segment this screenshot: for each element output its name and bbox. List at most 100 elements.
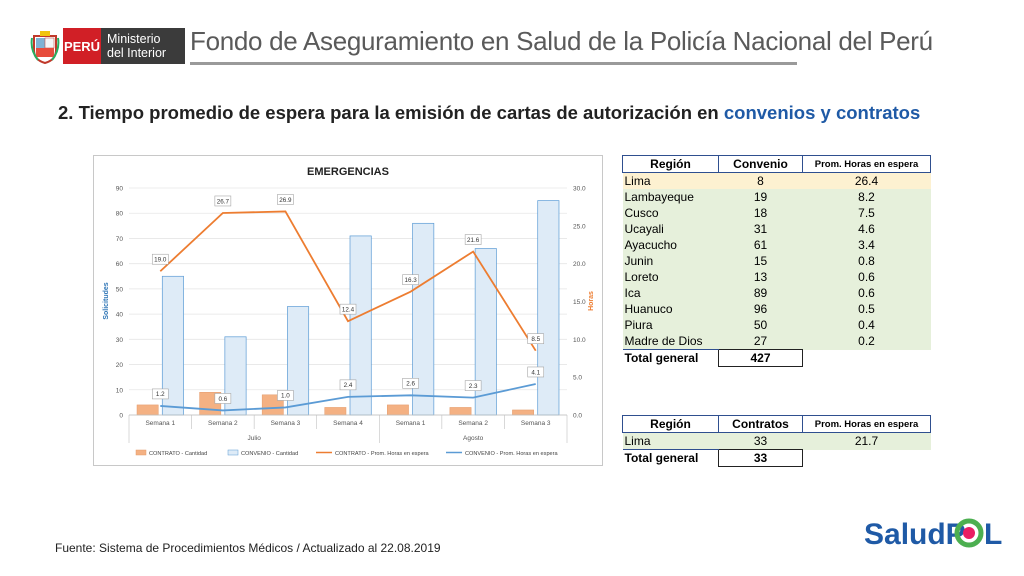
y-tick-label: 30 (116, 337, 124, 344)
y-tick-label: 20 (116, 362, 124, 369)
table-row: Lima 33 21.7 (622, 432, 931, 450)
source-note: Fuente: Sistema de Procedimientos Médico… (55, 541, 441, 555)
y2-tick-label: 15.0 (573, 299, 586, 306)
legend: CONTRATO - Cantidad CONVENIO - Cantidad CO… (135, 449, 559, 457)
data-label-box (527, 333, 545, 344)
y2-tick-label: 0.0 (573, 413, 582, 420)
contrato-table: Región Contratos Prom. Horas en espera L… (622, 415, 931, 467)
cell-hours: 0.5 (802, 301, 931, 317)
cell-hours: 0.4 (802, 317, 931, 333)
contrato-bar (324, 407, 347, 416)
ministry-badge: Ministerio del Interior (101, 28, 185, 64)
table-row: Ica 89 0.6 (622, 285, 931, 301)
header-region: Región (622, 415, 719, 433)
cell-count: 50 (718, 317, 803, 333)
data-label-box (402, 378, 419, 389)
chart-title: EMERGENCIAS (307, 166, 389, 178)
data-label: 2.4 (344, 382, 353, 389)
y-tick-label: 70 (116, 236, 124, 243)
data-label: 4.1 (531, 369, 540, 376)
data-label: 1.2 (156, 391, 165, 398)
total-value: 33 (718, 449, 803, 467)
data-label-box (464, 380, 482, 391)
cell-count: 89 (718, 285, 803, 301)
x-tick-label: Semana 1 (396, 420, 426, 427)
legend-label: CONVENIO - Prom. Horas en espera (465, 451, 559, 457)
cell-count: 33 (718, 432, 803, 450)
saludpol-logo: SaludP L (864, 518, 1002, 551)
data-label-box (151, 388, 169, 400)
cell-hours: 0.2 (802, 333, 931, 350)
cell-region: Junin (622, 253, 719, 269)
cell-count: 31 (718, 221, 803, 237)
slide-title: 2. Tiempo promedio de espera para la emi… (58, 102, 920, 124)
cell-count: 27 (718, 333, 803, 350)
contrato-bar (512, 409, 534, 416)
cell-count: 18 (718, 205, 803, 221)
cell-region: Ucayali (622, 221, 719, 237)
x-axis: Semana 1 Semana 2 Semana 3 Semana 4 Semana 1… (128, 414, 568, 443)
data-label-box (214, 195, 232, 207)
data-label: 19.0 (154, 257, 167, 264)
peru-badge: PERÚ (63, 28, 101, 64)
data-label-box (277, 390, 294, 401)
header: PERÚ Ministerio del Interior Fondo de As… (0, 0, 1024, 80)
data-label: 21.6 (467, 237, 480, 244)
legend-label: CONTRATO - Prom. Horas en espera (335, 451, 430, 457)
data-labels: 19.0 26.7 26.9 12.4 16.3 21.6 8.5 1.2 0.6 1.0 2.4 2… (151, 194, 545, 404)
header-convenio: Convenio (718, 155, 803, 173)
data-label-box (214, 393, 232, 404)
cell-region: Ayacucho (622, 237, 719, 253)
data-label-box (277, 194, 294, 205)
total-value: 427 (718, 349, 803, 367)
header-prom-horas: Prom. Horas en espera (802, 415, 931, 433)
total-label: Total general (622, 449, 719, 467)
logo-heart-icon (963, 527, 975, 539)
data-label-box (464, 234, 482, 245)
cell-count: 15 (718, 253, 803, 269)
data-label-box (151, 253, 169, 265)
data-label: 2.3 (469, 383, 478, 390)
table-row: Madre de Dios 27 0.2 (622, 333, 931, 350)
x-tick-label: Semana 4 (333, 420, 363, 427)
y-tick-label: 60 (116, 261, 124, 268)
y2-tick-label: 30.0 (573, 186, 586, 193)
convenio-hours-line (160, 383, 536, 412)
data-label: 1.0 (281, 393, 290, 400)
data-label-box (402, 274, 419, 285)
data-label: 26.9 (279, 197, 292, 204)
cell-hours: 0.8 (802, 253, 931, 269)
contrato-bar (387, 404, 409, 416)
x-tick-label: Semana 2 (458, 420, 488, 427)
x-tick-label: Semana 3 (271, 420, 301, 427)
y2-tick-labels: 0.0 5.0 10.0 15.0 20.0 25.0 30.0 (573, 186, 586, 420)
cell-hours: 7.5 (802, 205, 931, 221)
contrato-bar (136, 404, 159, 416)
logo-text: SaludP (864, 518, 966, 551)
data-label-box (527, 366, 545, 378)
cell-hours: 0.6 (802, 285, 931, 301)
data-label: 16.3 (404, 277, 417, 284)
cell-region: Loreto (622, 269, 719, 285)
logo-text-end: L (984, 518, 1002, 551)
table-row: Cusco 18 7.5 (622, 205, 931, 221)
ministry-line-2: del Interior (107, 46, 167, 60)
table-row: Lima 8 26.4 (622, 172, 931, 189)
table-row: Ayacucho 61 3.4 (622, 237, 931, 253)
cell-region: Piura (622, 317, 719, 333)
total-row: Total general 427 (622, 349, 931, 367)
cell-count: 8 (718, 172, 803, 189)
legend-label: CONTRATO - Cantidad (149, 451, 207, 457)
cell-region: Lambayeque (622, 189, 719, 205)
data-label-box (339, 379, 357, 391)
convenio-bar (537, 200, 560, 416)
total-blank (802, 349, 931, 367)
cell-hours: 26.4 (802, 172, 931, 189)
y-tick-labels: 0 10 20 30 40 50 60 70 80 90 (116, 186, 124, 420)
y2-tick-label: 5.0 (573, 375, 582, 382)
legend-label: CONVENIO - Cantidad (241, 451, 298, 457)
emergencias-chart: EMERGENCIAS Solicitudes Horas 0 10 20 30 40 5… (103, 166, 595, 457)
cell-count: 19 (718, 189, 803, 205)
header-region: Región (622, 155, 719, 173)
cell-hours: 8.2 (802, 189, 931, 205)
